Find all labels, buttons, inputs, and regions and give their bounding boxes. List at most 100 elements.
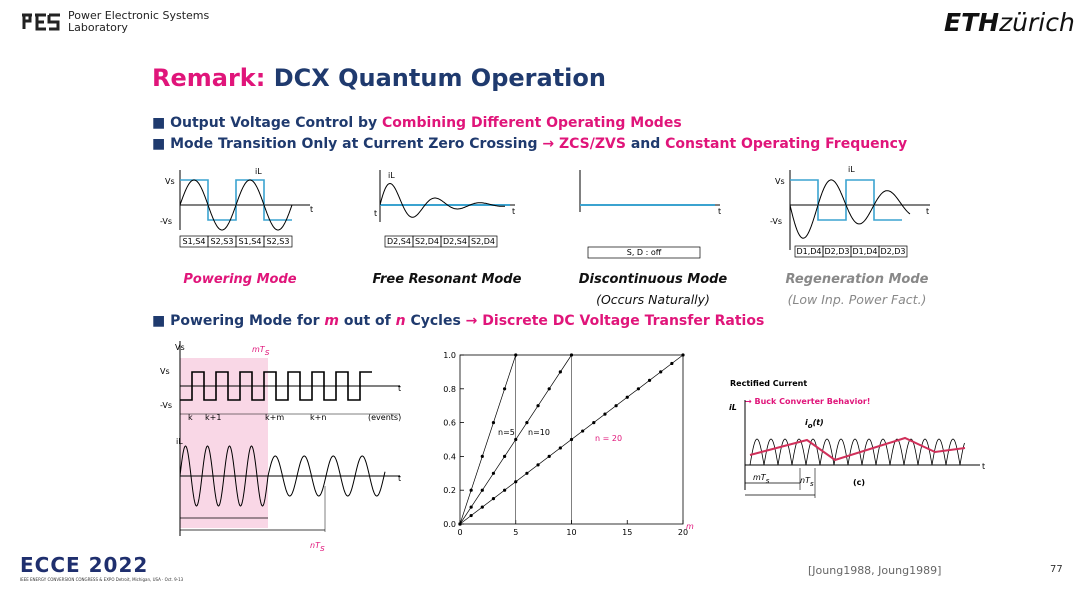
square-wave <box>180 371 372 401</box>
logo-shape <box>22 13 60 31</box>
label: m <box>686 522 694 531</box>
curve-point <box>547 387 551 391</box>
label: nTs <box>310 541 325 554</box>
label: nTs <box>800 476 814 488</box>
curve-point <box>503 488 507 492</box>
label: t <box>398 384 401 393</box>
label: k+m <box>265 413 284 422</box>
curve-point <box>514 480 518 484</box>
label: iL <box>255 167 262 176</box>
bullet: ■ Output Voltage Control by Combining Di… <box>152 115 682 131</box>
text: nT <box>310 541 321 550</box>
curve-point <box>647 378 652 382</box>
curve-point <box>636 387 640 391</box>
label: D2,D3 <box>824 247 849 256</box>
curve-point <box>558 370 562 374</box>
text: Combining Different Operating Modes <box>382 115 682 131</box>
label: S2,S3 <box>267 237 290 246</box>
curve-point <box>469 513 473 518</box>
label: iL <box>729 403 737 412</box>
lab-line: Laboratory <box>68 21 128 34</box>
highlight <box>180 358 268 528</box>
text: Cycles <box>405 313 466 329</box>
text: Constant Operating Frequency <box>665 136 908 152</box>
text: out of <box>339 313 396 329</box>
text: s <box>810 480 814 488</box>
curve-point <box>536 404 540 408</box>
text: mT <box>753 473 767 482</box>
label: 15 <box>622 528 632 537</box>
curve-point <box>514 437 518 442</box>
label: k <box>188 413 193 422</box>
label: 0.0 <box>443 520 456 529</box>
label: t <box>398 474 401 483</box>
eth-logo: ETHzürich <box>944 8 1075 37</box>
label: 0.2 <box>443 486 456 495</box>
text: mT <box>252 345 266 354</box>
curve-point <box>547 454 551 458</box>
label: Rectified Current <box>730 379 807 388</box>
text: (t) <box>813 418 824 427</box>
curve-point <box>670 361 674 366</box>
curve-point <box>491 421 496 425</box>
label: t <box>310 205 313 214</box>
curve-point <box>503 387 507 391</box>
text: and <box>625 136 666 152</box>
label: S2,S3 <box>211 237 234 246</box>
title-prefix: Remark: <box>152 64 266 92</box>
text: Powering Mode for <box>170 313 325 329</box>
label: t <box>374 209 377 218</box>
mode-name: Powering Mode <box>183 272 297 287</box>
page-number: 77 <box>1050 564 1063 575</box>
curve <box>459 354 517 525</box>
transfer-plot: 0.0 0.2 0.4 0.6 0.8 1.0 0 5 10 15 20 n=5 n=10 n = 20 m <box>443 351 694 537</box>
switch-cell <box>263 235 293 248</box>
text: Output Voltage Control by <box>170 115 383 131</box>
label: n = 20 <box>595 434 622 443</box>
label: iL <box>388 171 395 180</box>
square-wave <box>790 179 902 221</box>
lab-name: Power Electronic Systems Laboratory <box>68 10 209 34</box>
text: → Discrete DC Voltage Transfer Ratios <box>465 313 765 329</box>
eth: ETH <box>944 8 1000 37</box>
lab-line: Power Electronic Systems <box>68 9 210 22</box>
curve-point <box>625 395 629 399</box>
switch-cell <box>587 246 701 259</box>
average-current <box>749 436 966 462</box>
label: iL <box>848 165 855 174</box>
right-figure: Rectified Current → Buck Converter Behavi… <box>729 379 985 498</box>
text: s <box>265 348 270 358</box>
waveform <box>379 182 505 218</box>
label: 20 <box>678 528 688 537</box>
curve-point <box>681 353 685 357</box>
curve-point <box>480 488 484 492</box>
label: -Vs <box>160 401 172 410</box>
label: 0.6 <box>443 419 456 428</box>
waveform <box>789 179 911 239</box>
curve-point <box>569 353 574 357</box>
label: Vs <box>175 343 185 352</box>
curve-point <box>603 412 607 416</box>
curve-point <box>480 454 484 458</box>
label: mTs <box>753 473 770 485</box>
curve-point <box>614 404 618 408</box>
curve-point <box>581 429 585 433</box>
curve-point <box>525 471 529 475</box>
switch-cell <box>468 235 498 248</box>
label: S2,D4 <box>471 237 495 246</box>
switch-cell <box>878 245 908 258</box>
label: D1,D4 <box>852 247 877 256</box>
label: Vs <box>775 177 785 186</box>
label: -Vs <box>770 217 782 226</box>
label: Vs <box>160 367 170 376</box>
text: → ZCS/ZVS <box>542 136 626 152</box>
label: D1,D4 <box>796 247 821 256</box>
curve-point <box>592 421 596 425</box>
citation: [Joung1988, Joung1989] <box>808 564 942 577</box>
label: mTs <box>252 345 270 358</box>
mode-name: Discontinuous Mode <box>578 272 728 287</box>
label: (events) <box>368 413 401 422</box>
mode-name: Regeneration Mode <box>785 272 929 287</box>
label: n=5 <box>498 428 515 437</box>
label: → Buck Converter Behavior! <box>745 397 870 406</box>
